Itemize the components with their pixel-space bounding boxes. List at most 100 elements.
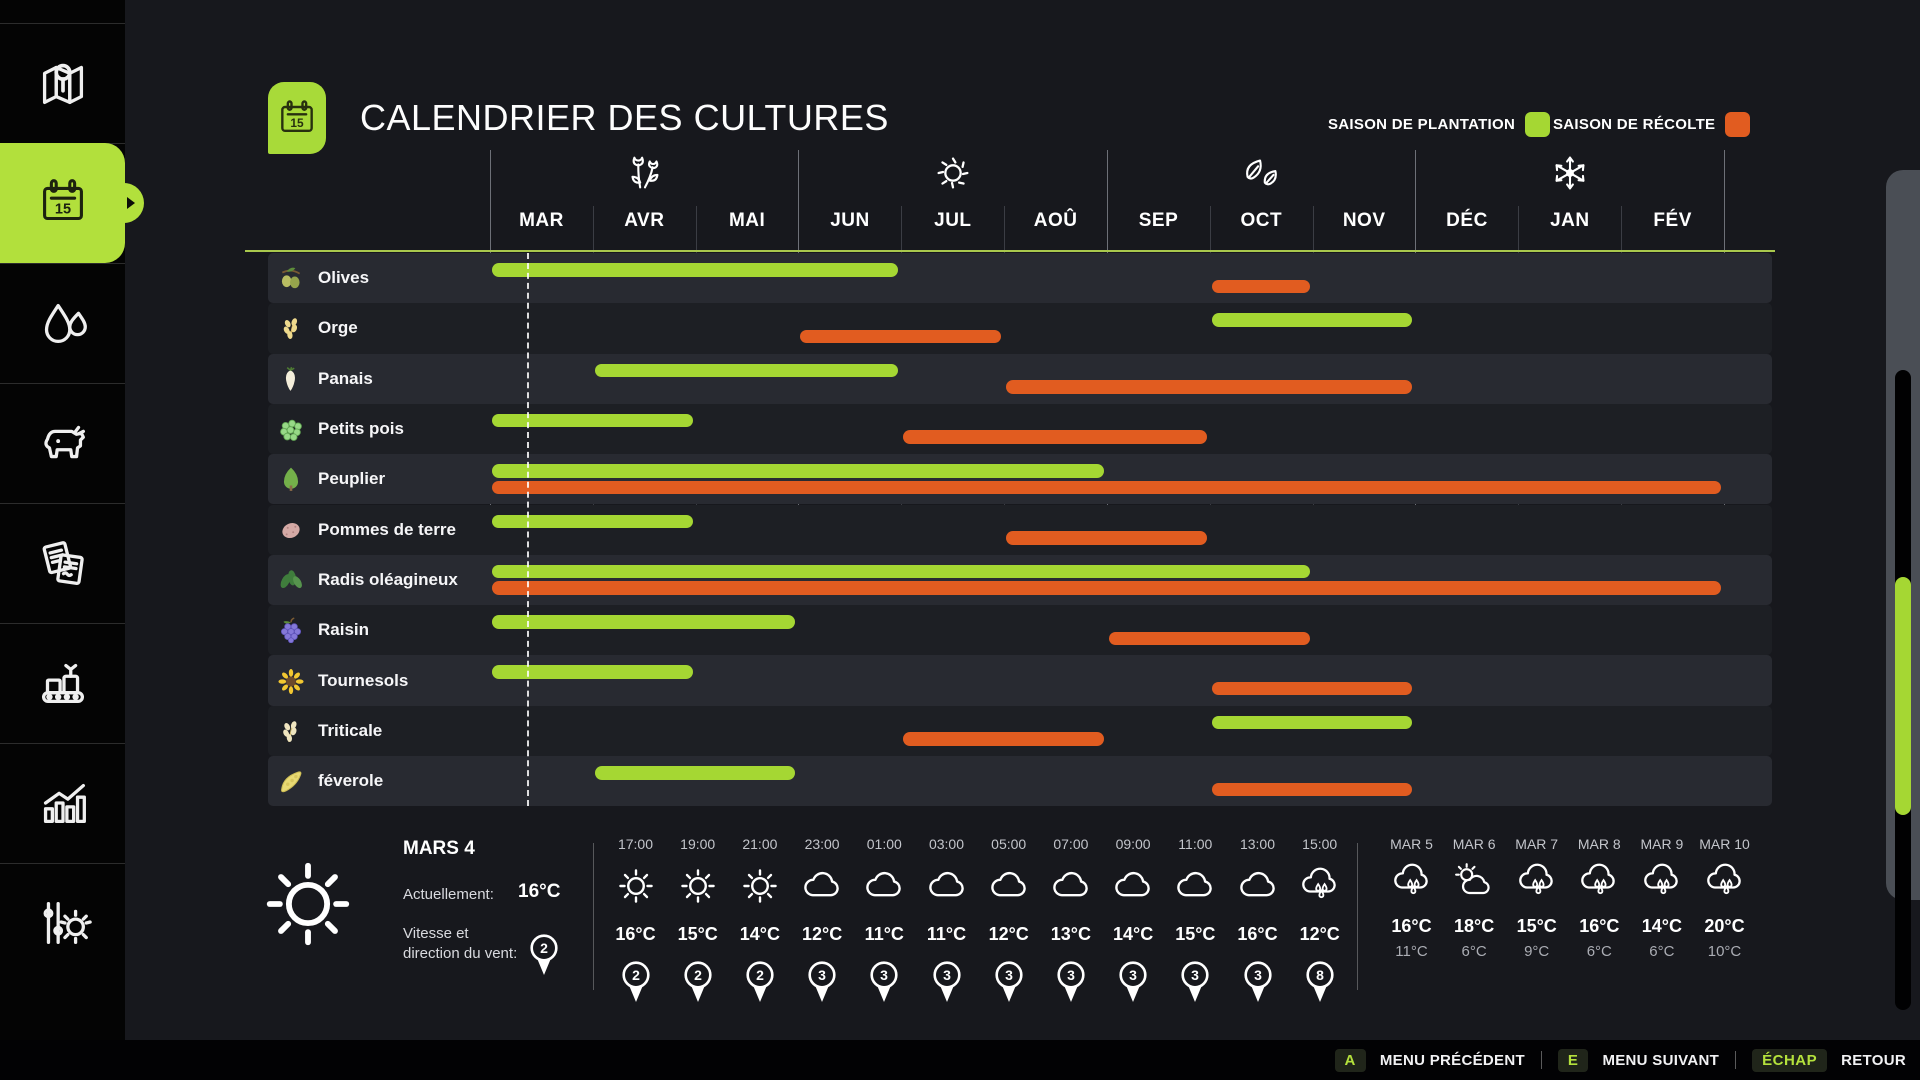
hourly-forecast-column: 01:00 11°C 3 xyxy=(853,836,916,1005)
shortcut-menu-suivant[interactable]: E MENU SUIVANT xyxy=(1557,1048,1719,1072)
hourly-temperature: 11°C xyxy=(926,924,967,944)
hourly-temperature: 12°C xyxy=(801,924,843,944)
shortcut-menu-pr-c-dent[interactable]: A MENU PRÉCÉDENT xyxy=(1334,1048,1525,1072)
month-label-MAR: MAR xyxy=(519,210,564,231)
potato-icon xyxy=(278,517,304,543)
hourly-forecast-column: 15:00 12°C 8 xyxy=(1288,836,1351,1005)
key-badge[interactable]: ÉCHAP xyxy=(1752,1048,1828,1072)
svg-text:2: 2 xyxy=(540,940,548,956)
oilseed-radish-icon xyxy=(278,567,304,593)
poplar-icon xyxy=(278,466,304,492)
crop-name: Pommes de terre xyxy=(318,519,456,539)
sidebar-item-calendar[interactable]: 15 xyxy=(0,143,144,263)
hourly-temperature: 13°C xyxy=(1050,924,1091,944)
daily-low-temperature: 6°C xyxy=(1586,943,1612,960)
contracts-icon xyxy=(32,532,94,594)
crop-name: Peuplier xyxy=(318,469,386,489)
calendar-icon: 15 xyxy=(32,172,94,234)
weather-sun-icon xyxy=(614,864,658,908)
crop-name: Raisin xyxy=(318,620,370,640)
weather-rain-icon xyxy=(1703,860,1747,904)
month-label-JUL: JUL xyxy=(934,210,972,231)
svg-text:3: 3 xyxy=(943,967,951,983)
crop-row: Olives xyxy=(268,253,1772,304)
sidebar-item-water[interactable] xyxy=(0,263,125,383)
harvest-bar xyxy=(1006,380,1413,394)
month-label-SEP: SEP xyxy=(1138,210,1179,231)
month-label-JUN: JUN xyxy=(830,210,870,231)
hourly-time: 21:00 xyxy=(742,836,778,852)
svg-text:2: 2 xyxy=(694,967,702,983)
key-badge[interactable]: A xyxy=(1334,1048,1366,1072)
crop-row: Pommes de terre xyxy=(268,504,1772,555)
daily-high-temperature: 15°C xyxy=(1516,916,1557,936)
sidebar-separator xyxy=(0,863,125,864)
sidebar-item-settings[interactable] xyxy=(0,863,125,983)
summer-sun-icon xyxy=(901,150,1004,196)
planting-bar xyxy=(492,564,1310,579)
spring-flowers-icon xyxy=(593,150,696,196)
sidebar-separator xyxy=(0,743,125,744)
scrollbar-thumb[interactable] xyxy=(1895,577,1911,815)
key-badge[interactable]: E xyxy=(1557,1048,1589,1072)
weather-cloud-icon xyxy=(925,864,969,908)
month-label-OCT: OCT xyxy=(1240,210,1283,231)
crop-label: Radis oléagineux xyxy=(278,555,458,605)
weather-separator xyxy=(1357,843,1358,990)
hourly-time: 05:00 xyxy=(991,836,1027,852)
shortcut-retour[interactable]: ÉCHAP RETOUR xyxy=(1752,1048,1906,1072)
svg-text:3: 3 xyxy=(1254,967,1262,983)
weather-sun-cloud-icon xyxy=(1452,860,1496,904)
winter-snowflake-icon xyxy=(1518,150,1621,196)
scrollbar-track[interactable] xyxy=(1886,170,1920,1010)
daily-forecast-column: MAR 10 20°C 10°C xyxy=(1693,836,1756,960)
wind-pin-icon: 3 xyxy=(993,959,1025,1005)
calendar-badge: 15 xyxy=(268,82,326,154)
chart-top-divider xyxy=(245,250,1775,252)
hourly-forecast-column: 05:00 12°C 3 xyxy=(977,836,1040,1005)
crop-name: Panais xyxy=(318,368,373,388)
sidebar-item-production[interactable] xyxy=(0,623,125,743)
legend-planting: SAISON DE PLANTATION xyxy=(1328,112,1551,137)
hourly-forecast-column: 21:00 14°C 2 xyxy=(728,836,791,1005)
sidebar-item-contracts[interactable] xyxy=(0,503,125,623)
sunflower-icon xyxy=(278,668,304,694)
current-weather-sun-icon xyxy=(254,850,362,958)
weather-cloud-icon xyxy=(1049,864,1093,908)
wind-pin-icon: 3 xyxy=(1055,959,1087,1005)
crop-row: Tournesols xyxy=(268,655,1772,706)
crop-label: Raisin xyxy=(278,605,369,655)
hourly-temperature: 12°C xyxy=(1299,924,1340,944)
sidebar-item-animals[interactable] xyxy=(0,383,125,503)
crop-row: Petits pois xyxy=(268,403,1772,455)
crop-name: Radis oléagineux xyxy=(318,569,458,589)
map-icon xyxy=(32,52,94,114)
water-icon xyxy=(32,292,94,354)
animals-icon xyxy=(32,412,94,474)
barley-icon xyxy=(278,315,304,341)
daily-forecast-column: MAR 8 16°C 6°C xyxy=(1568,836,1631,960)
autumn-leaves-icon xyxy=(1210,150,1313,196)
sidebar-item-map[interactable] xyxy=(0,23,125,143)
weather-cloud-icon xyxy=(862,864,906,908)
crop-name: féverole xyxy=(318,771,384,791)
wind-pin-icon: 2 xyxy=(528,932,560,978)
weather-separator xyxy=(593,843,594,990)
sidebar-item-statistics[interactable] xyxy=(0,743,125,863)
daily-date: MAR 5 xyxy=(1390,836,1433,852)
hourly-forecast-column: 23:00 12°C 3 xyxy=(791,836,854,1005)
wind-pin-icon: 2 xyxy=(620,959,652,1005)
sidebar-separator xyxy=(0,623,125,624)
month-label-JAN: JAN xyxy=(1550,210,1590,231)
settings-icon xyxy=(32,892,94,954)
planting-bar xyxy=(492,665,693,679)
daily-forecast-column: MAR 6 18°C 6°C xyxy=(1443,836,1506,960)
hourly-temperature: 11°C xyxy=(864,924,904,944)
harvest-bar xyxy=(903,732,1104,746)
svg-text:3: 3 xyxy=(1129,967,1137,983)
weather-rain-icon xyxy=(1640,860,1684,904)
daily-forecast-column: MAR 7 15°C 9°C xyxy=(1505,836,1568,960)
daily-high-temperature: 18°C xyxy=(1453,916,1495,936)
sidebar: 15 xyxy=(0,0,144,1080)
weather-cloud-icon xyxy=(800,864,844,908)
